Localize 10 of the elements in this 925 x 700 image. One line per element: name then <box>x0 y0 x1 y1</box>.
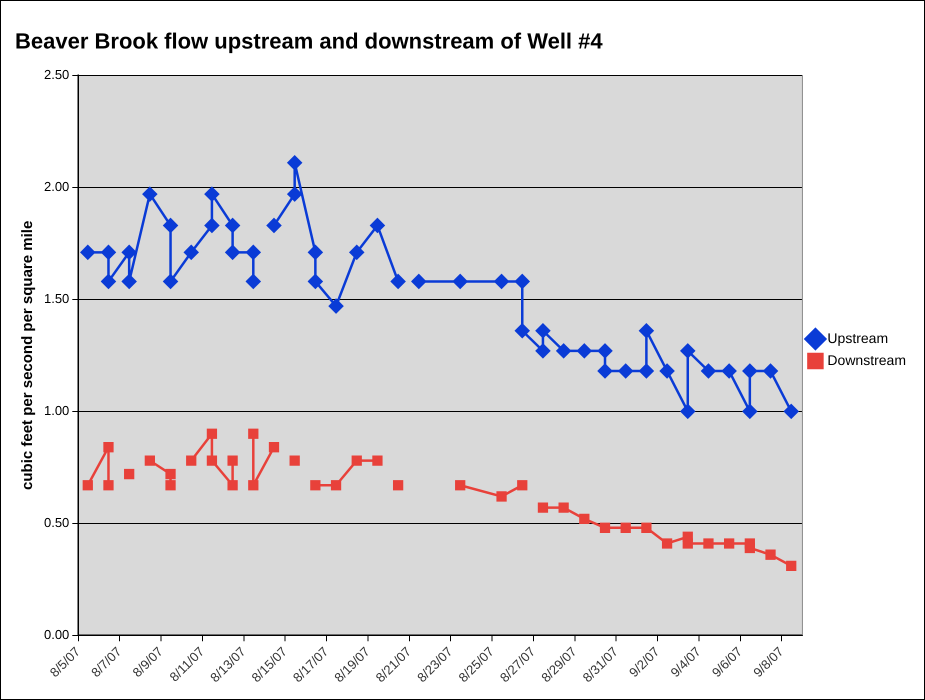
chart-title: Beaver Brook flow upstream and downstream of Well #4 <box>15 28 604 54</box>
y-tick-label: 0.50 <box>44 514 70 530</box>
y-tick-label: 2.00 <box>44 178 70 194</box>
y-tick-label: 1.00 <box>44 402 70 418</box>
y-tick-label: 0.00 <box>44 626 70 642</box>
y-tick-label: 2.50 <box>44 66 70 82</box>
y-tick-label: 1.50 <box>44 290 70 306</box>
legend-label: Downstream <box>827 352 906 368</box>
y-axis-title: cubic feet per second per square mile <box>19 220 36 490</box>
legend-label: Upstream <box>827 330 888 346</box>
